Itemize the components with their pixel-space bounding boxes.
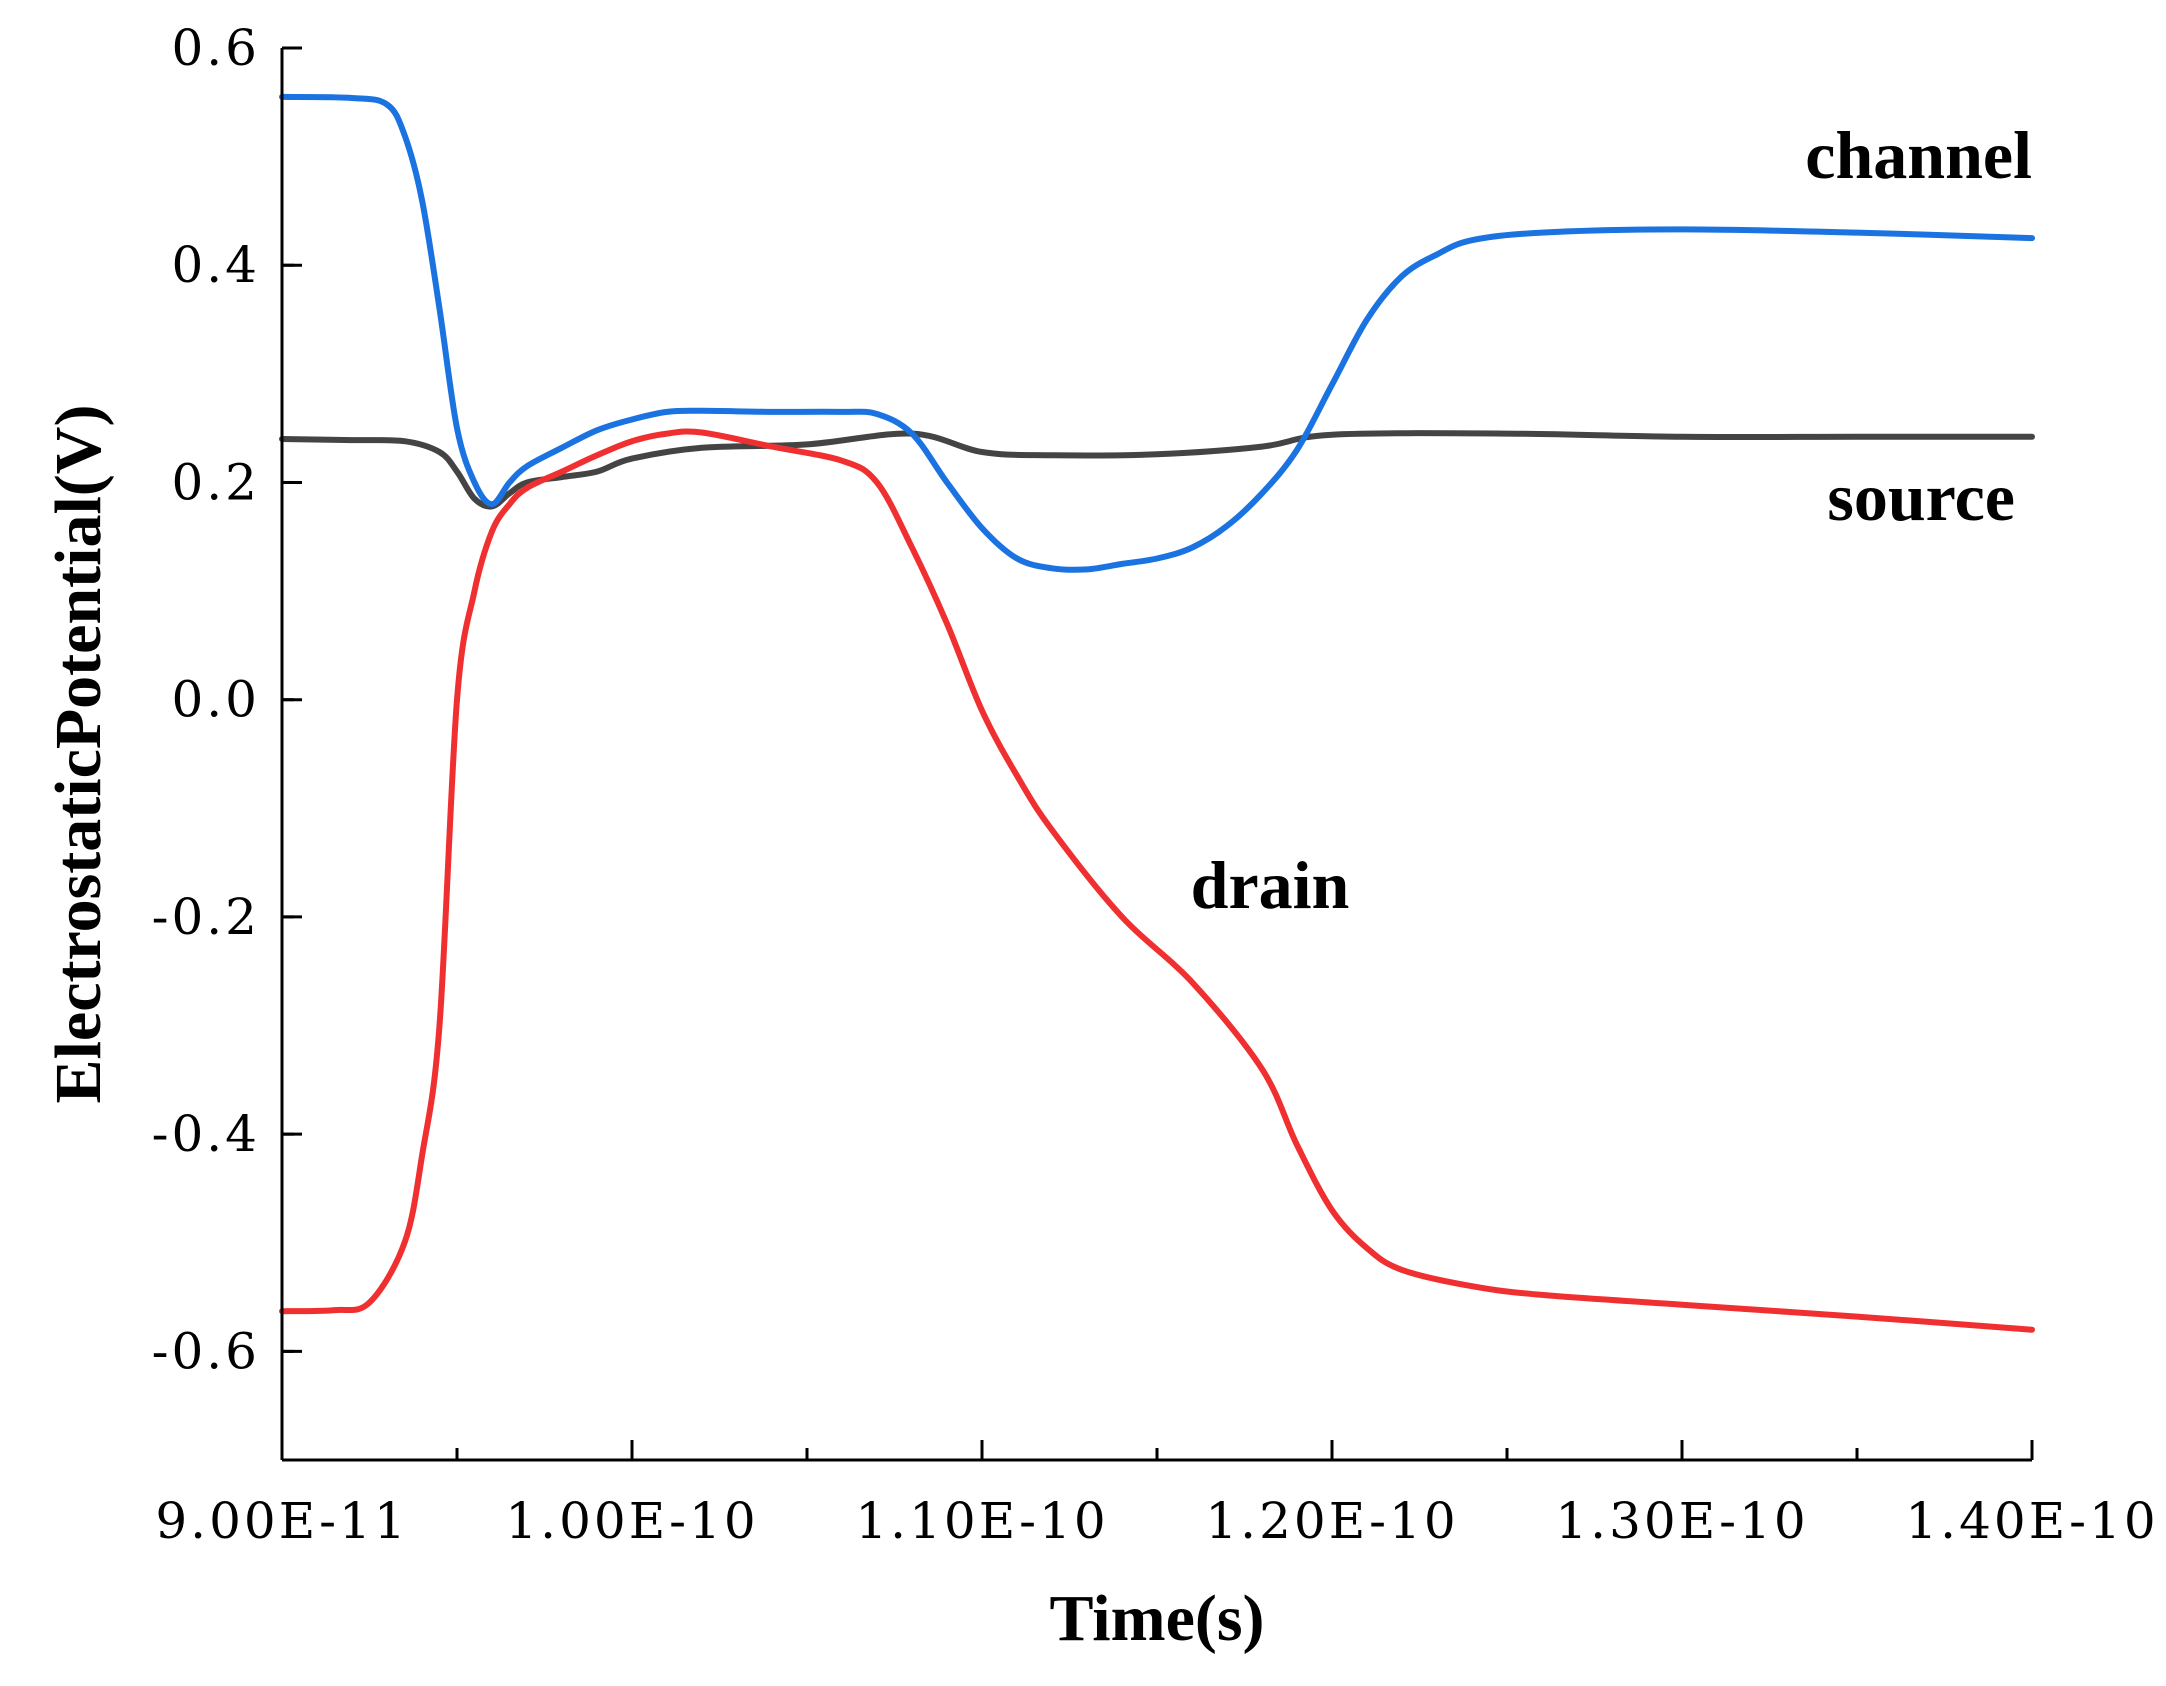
source-series-line [279,430,2035,510]
axes-layer [280,48,2032,1462]
y-tick-label: 0.4 [171,236,260,294]
x-tick-label: 1.10E-10 [855,1492,1108,1550]
source-annotation: source [1827,459,2015,535]
drain-annotation: drain [1191,847,1350,923]
y-tick-label: -0.4 [152,1105,260,1163]
y-axis-title: ElectrostaticPotential(V) [42,405,115,1104]
y-tick-label: 0.2 [171,453,260,511]
x-axis-title: Time(s) [1049,1582,1264,1655]
channel-series-line [279,93,2035,573]
y-tick-label: 0.6 [171,19,260,77]
series-layer [279,93,2035,1333]
x-tick-label: 1.40E-10 [1905,1492,2158,1550]
drain-series-line [279,428,2035,1333]
labels-layer: Time(s) ElectrostaticPotential(V) channe… [42,117,2032,1655]
x-tick-label: 9.00E-11 [155,1492,408,1550]
x-tick-label: 1.30E-10 [1555,1492,1808,1550]
y-tick-label: 0.0 [171,671,260,729]
x-tick-label: 1.20E-10 [1205,1492,1458,1550]
channel-annotation: channel [1805,117,2032,193]
ticks-layer: 0.6 0.4 0.2 0.0 -0.2 -0.4 -0.6 9.00E-11 1.00E-10… [152,19,2158,1550]
y-tick-label: -0.6 [152,1322,260,1380]
y-tick-label: -0.2 [152,888,260,946]
x-tick-label: 1.00E-10 [505,1492,758,1550]
